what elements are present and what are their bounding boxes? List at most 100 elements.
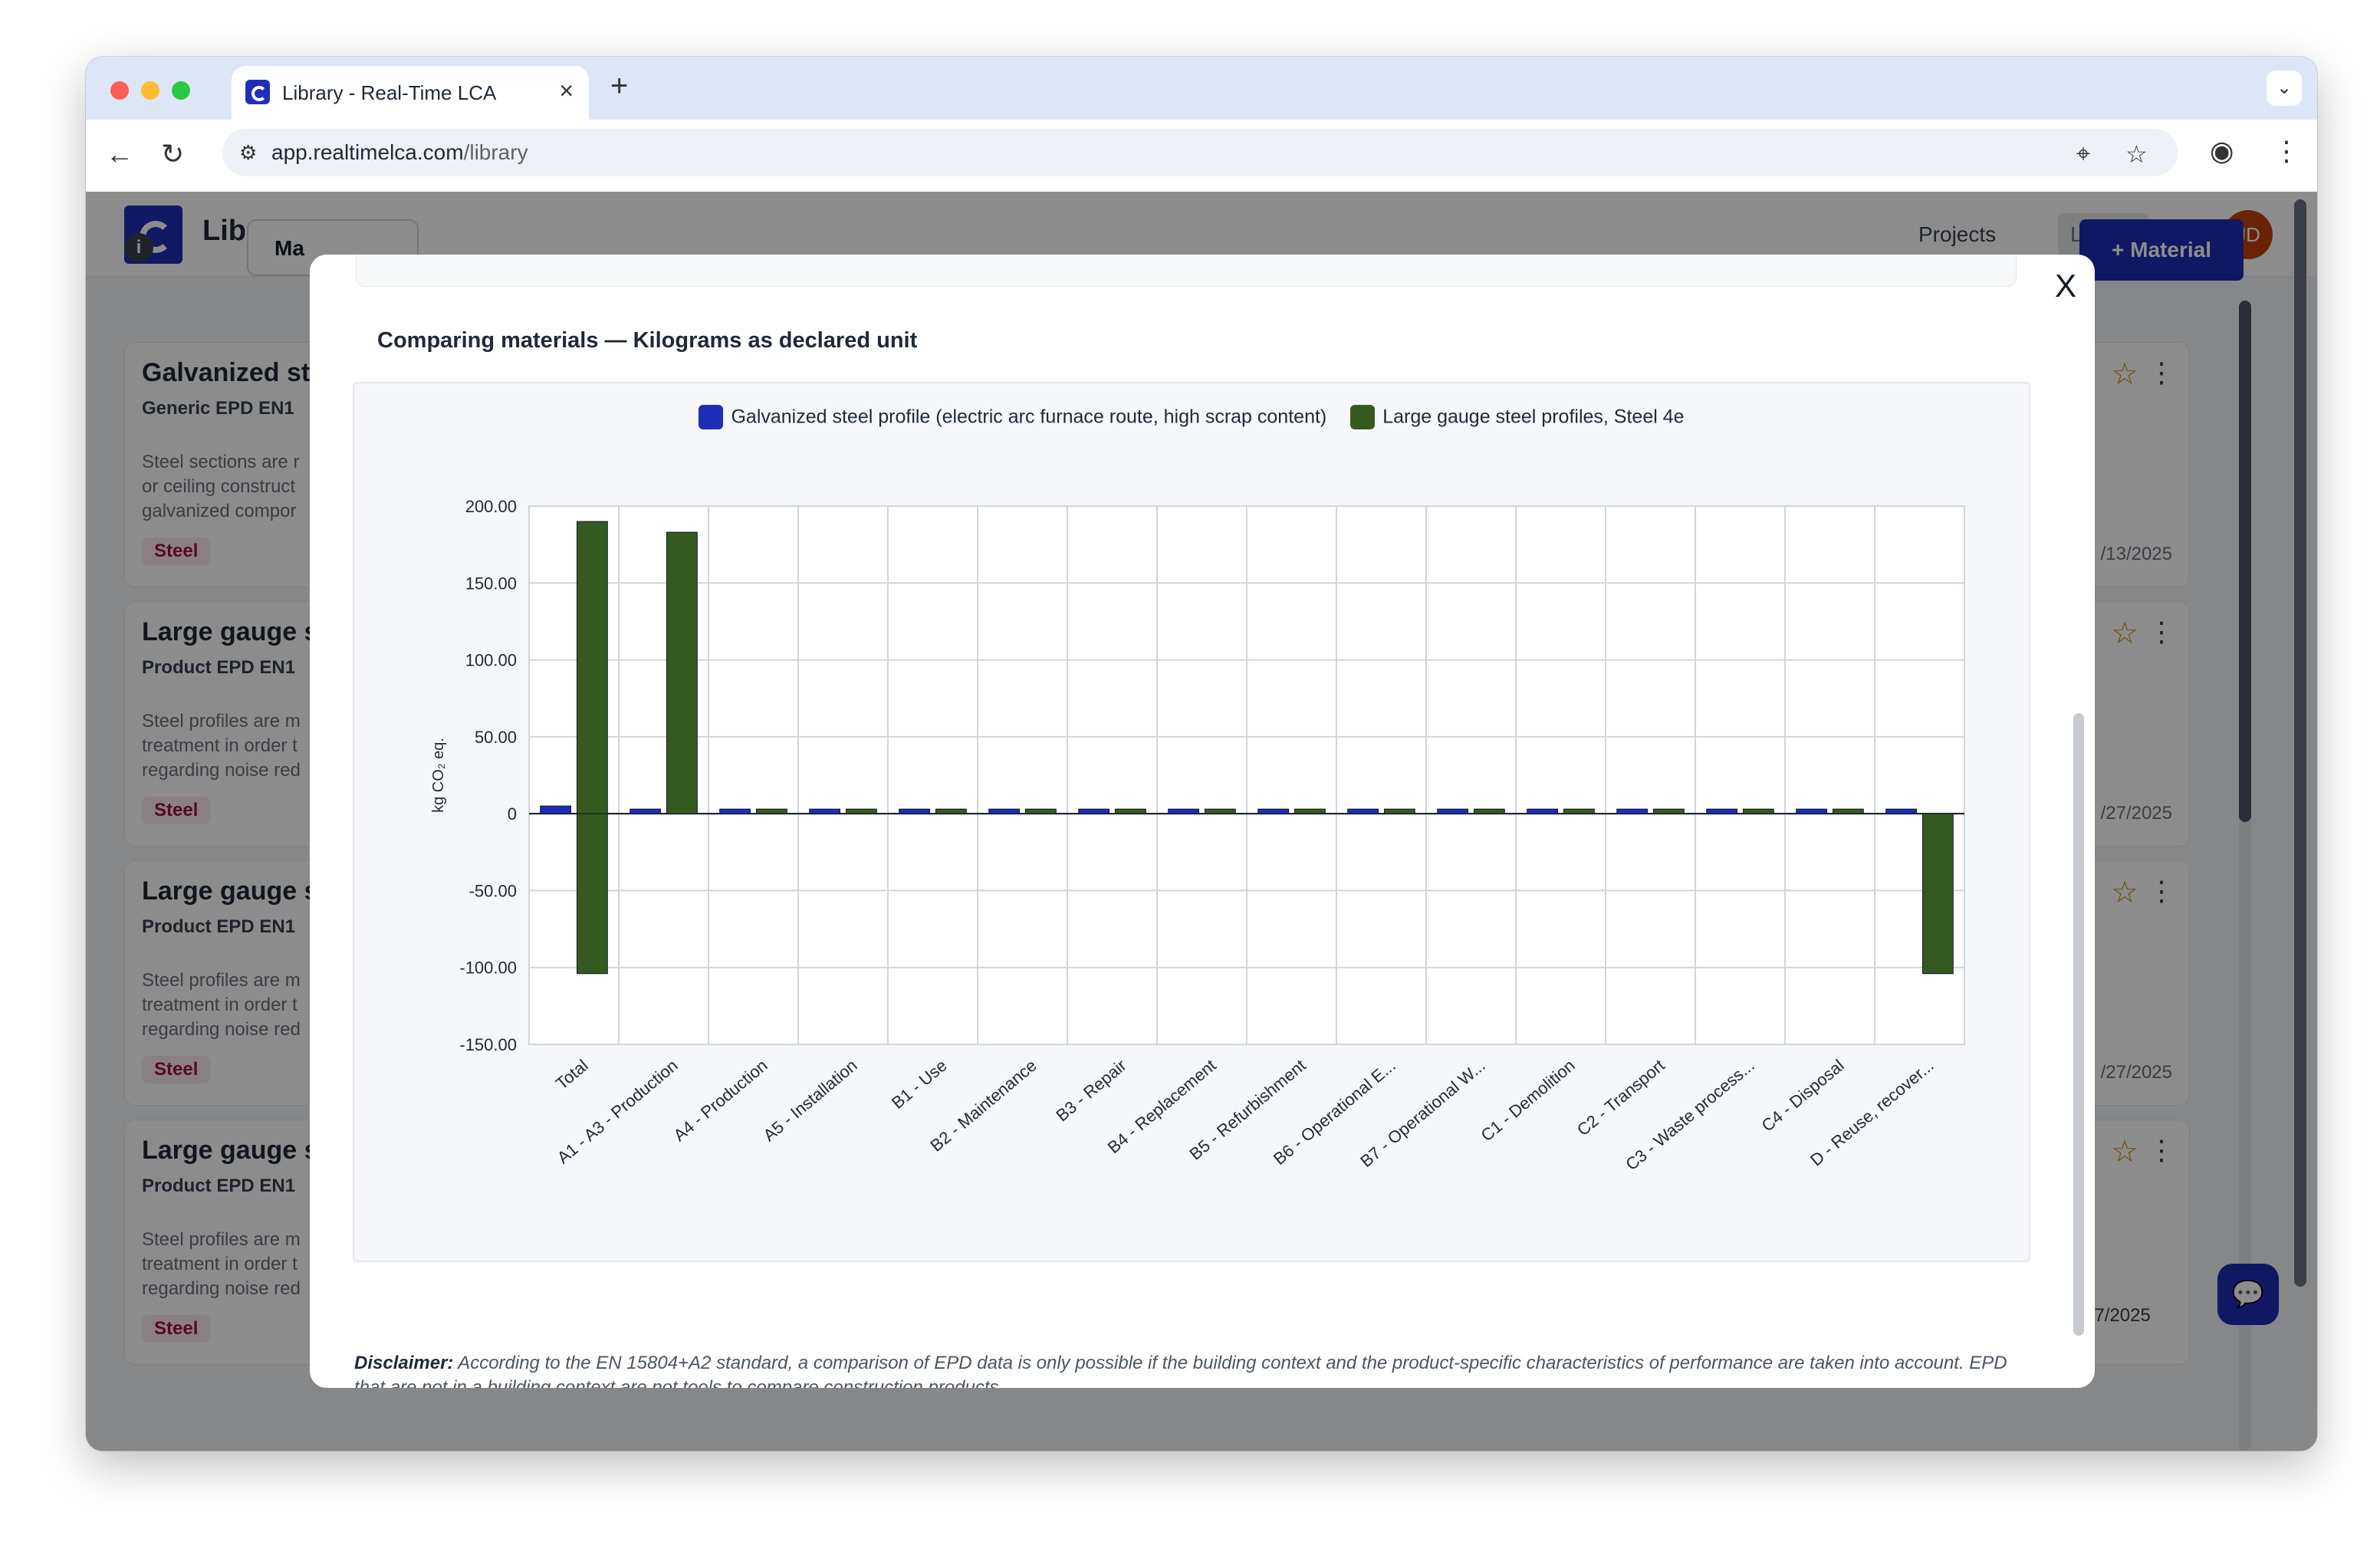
x-tick-label: B3 - Repair bbox=[1052, 1056, 1129, 1126]
tab-close-icon[interactable]: × bbox=[559, 77, 574, 104]
url-text: app.realtimelca.com/library bbox=[271, 140, 528, 164]
new-tab-icon[interactable]: + bbox=[610, 69, 629, 103]
nav-projects-link[interactable]: Projects bbox=[1918, 222, 1997, 246]
maximize-window-button[interactable] bbox=[172, 81, 190, 100]
favorite-star-icon[interactable]: ☆ bbox=[2111, 1135, 2138, 1169]
card-date: /27/2025 bbox=[2100, 803, 2172, 824]
disclaimer-text: According to the EN 15804+A2 standard, a… bbox=[354, 1353, 2007, 1388]
x-tick-label: C2 - Transport bbox=[1573, 1056, 1668, 1140]
bar-series-2 bbox=[1025, 808, 1057, 814]
disclaimer: Disclaimer: According to the EN 15804+A2… bbox=[354, 1351, 2026, 1388]
card-description: Steel profiles are m treatment in order … bbox=[142, 970, 301, 1040]
legend-item-series-1[interactable]: Galvanized steel profile (electric arc f… bbox=[699, 405, 1326, 429]
bar-series-1 bbox=[1347, 808, 1379, 814]
bar-series-1 bbox=[899, 808, 930, 814]
bar-series-1 bbox=[1437, 808, 1468, 814]
page-scrollbar[interactable] bbox=[2294, 199, 2306, 1287]
location-pin-icon[interactable]: ⌖ bbox=[2076, 140, 2091, 167]
favorite-star-icon[interactable]: ☆ bbox=[2111, 357, 2138, 391]
card-date: /13/2025 bbox=[2100, 544, 2172, 564]
y-tick-label: 50.00 bbox=[475, 728, 517, 747]
legend-swatch-series-2 bbox=[1350, 405, 1376, 429]
favicon-icon bbox=[245, 80, 270, 104]
y-tick-label: -100.00 bbox=[459, 958, 517, 978]
card-tag: Steel bbox=[142, 538, 211, 565]
close-window-button[interactable] bbox=[110, 81, 129, 100]
bar-series-1 bbox=[1527, 808, 1558, 814]
list-scrollbar-thumb[interactable] bbox=[2239, 301, 2251, 822]
bar-series-2 bbox=[1743, 808, 1774, 814]
card-title: Large gauge s bbox=[142, 1136, 319, 1165]
bar-series-1 bbox=[1168, 808, 1199, 814]
y-tick-label: -50.00 bbox=[469, 881, 517, 900]
more-options-icon[interactable]: ⋮ bbox=[2148, 616, 2175, 647]
y-tick-label: 0 bbox=[508, 804, 517, 824]
chart-container: Galvanized steel profile (electric arc f… bbox=[353, 382, 2030, 1262]
more-options-icon[interactable]: ⋮ bbox=[2148, 357, 2175, 388]
x-tick-label: C1 - Demolition bbox=[1478, 1056, 1579, 1146]
x-tick-label: Total bbox=[552, 1056, 592, 1093]
profile-icon[interactable]: ◉ bbox=[2210, 135, 2234, 166]
legend-label-series-2: Large gauge steel profiles, Steel 4e bbox=[1382, 406, 1685, 428]
bar-series-1 bbox=[630, 808, 661, 814]
close-modal-button[interactable]: X bbox=[2038, 259, 2093, 314]
browser-menu-icon[interactable]: ⋮ bbox=[2273, 135, 2300, 166]
card-tag: Steel bbox=[142, 797, 211, 824]
add-material-button[interactable]: + Material bbox=[2079, 219, 2244, 281]
bar-series-1 bbox=[1078, 808, 1109, 814]
minimize-window-button[interactable] bbox=[141, 81, 159, 100]
x-tick-label: A4 - Production bbox=[669, 1056, 771, 1146]
bar-series-1 bbox=[719, 808, 751, 814]
tab-title: Library - Real-Time LCA bbox=[282, 81, 497, 104]
modal-heading: Comparing materials — Kilograms as decla… bbox=[377, 328, 918, 353]
card-meta: Product EPD EN1 bbox=[142, 1176, 296, 1196]
card-title: Large gauge s bbox=[142, 617, 319, 646]
bookmark-star-icon[interactable]: ☆ bbox=[2125, 140, 2148, 168]
more-options-icon[interactable]: ⋮ bbox=[2148, 875, 2175, 906]
y-tick-label: 100.00 bbox=[465, 651, 517, 670]
legend-label-series-1: Galvanized steel profile (electric arc f… bbox=[731, 406, 1327, 428]
bar-series-1 bbox=[540, 805, 571, 814]
bar-series-1 bbox=[1796, 808, 1827, 814]
back-arrow-icon[interactable]: ← bbox=[106, 138, 133, 169]
chat-bubble-icon[interactable]: 💬 bbox=[2217, 1264, 2279, 1325]
bar-series-2 bbox=[1833, 808, 1864, 814]
info-icon[interactable]: i bbox=[124, 233, 153, 262]
browser-tab[interactable]: Library - Real-Time LCA × bbox=[232, 66, 589, 120]
card-title: Large gauge s bbox=[142, 876, 319, 906]
bar-series-1 bbox=[1706, 808, 1737, 814]
card-tag: Steel bbox=[142, 1056, 211, 1083]
card-meta: Product EPD EN1 bbox=[142, 916, 296, 937]
chevron-down-icon[interactable]: ⌄ bbox=[2267, 71, 2302, 106]
bar-series-2 bbox=[1653, 808, 1685, 814]
bar-series-2 bbox=[1205, 808, 1236, 814]
bar-series-2 bbox=[1474, 808, 1505, 814]
x-tick-label: C4 - Disposal bbox=[1757, 1056, 1847, 1136]
reload-icon[interactable]: ↻ bbox=[161, 138, 185, 169]
bar-series-2 bbox=[1563, 808, 1595, 814]
card-date: /27/2025 bbox=[2100, 1062, 2172, 1083]
bar-series-2 bbox=[756, 808, 787, 814]
y-tick-label: 150.00 bbox=[465, 574, 517, 593]
bar-series-2 bbox=[935, 808, 967, 814]
y-axis-label: kg CO₂ eq. bbox=[430, 738, 447, 813]
list-scrollbar[interactable] bbox=[2239, 301, 2251, 1451]
favorite-star-icon[interactable]: ☆ bbox=[2111, 876, 2138, 909]
modal-previous-section bbox=[356, 255, 2017, 287]
address-bar[interactable]: ⚙ app.realtimelca.com/library ⌖ ☆ bbox=[222, 129, 2178, 176]
bar-series-2 bbox=[846, 808, 877, 814]
y-tick-label: -150.00 bbox=[459, 1035, 517, 1054]
legend-item-series-2[interactable]: Large gauge steel profiles, Steel 4e bbox=[1350, 405, 1685, 429]
card-meta: Generic EPD EN1 bbox=[142, 398, 294, 419]
card-description: Steel profiles are m treatment in order … bbox=[142, 711, 301, 781]
bar-series-2 bbox=[577, 813, 608, 975]
card-description: Steel sections are r or ceiling construc… bbox=[142, 452, 300, 521]
bar-series-2 bbox=[1384, 808, 1415, 814]
favorite-star-icon[interactable]: ☆ bbox=[2111, 617, 2138, 650]
tab-bar: Library - Real-Time LCA × + ⌄ bbox=[86, 57, 2317, 120]
x-tick-label: A5 - Installation bbox=[759, 1056, 860, 1146]
modal-scrollbar[interactable] bbox=[2073, 713, 2084, 1336]
more-options-icon[interactable]: ⋮ bbox=[2148, 1134, 2175, 1166]
bar-series-1 bbox=[1257, 808, 1289, 814]
site-settings-icon[interactable]: ⚙ bbox=[239, 141, 258, 164]
